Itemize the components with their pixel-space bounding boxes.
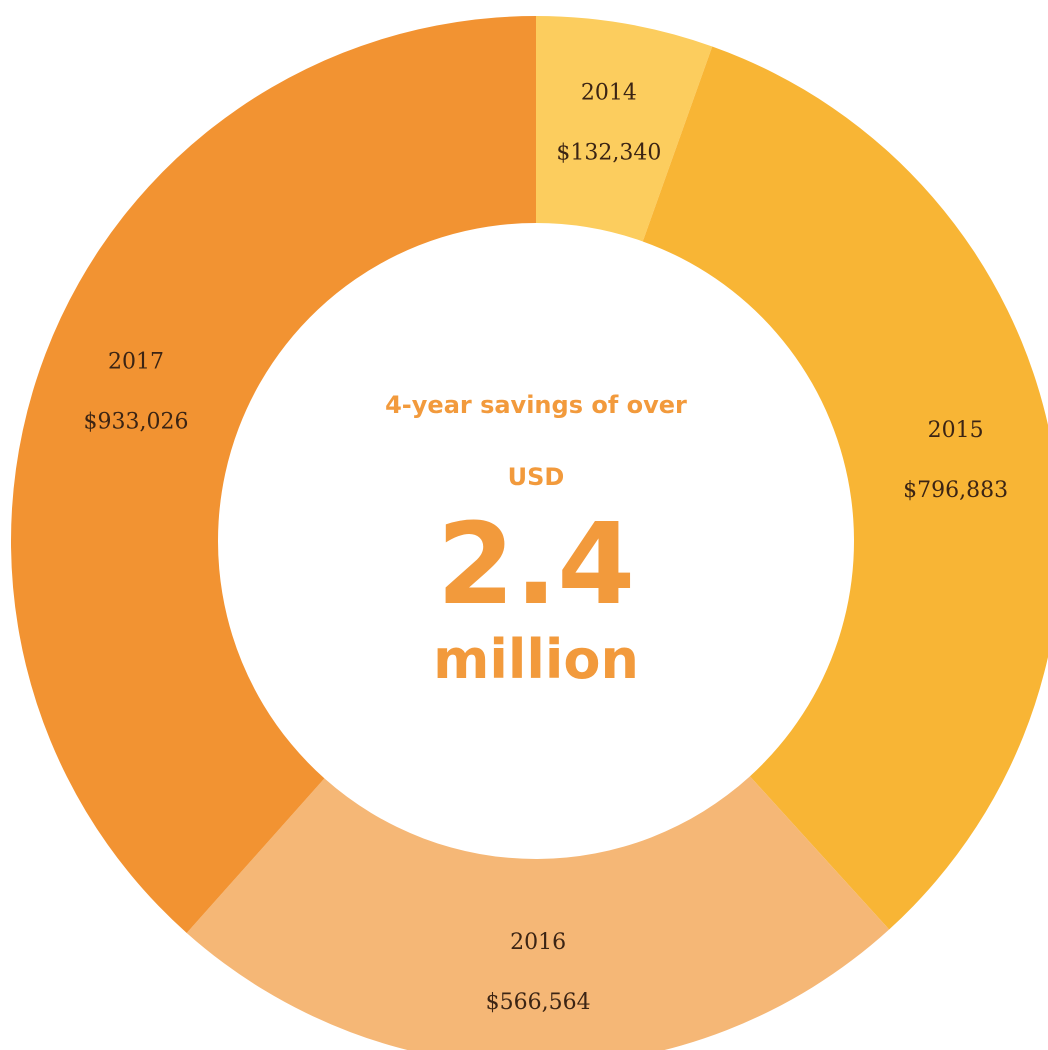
- slice-2016: [186, 776, 890, 1050]
- slice-2015: [642, 46, 1048, 930]
- slice-value-label-2015: $796,883: [903, 478, 1008, 503]
- slice-value-label-2016: $566,564: [486, 990, 591, 1015]
- slice-year-label-2015: 2015: [928, 418, 984, 443]
- slice-value-label-2017: $933,026: [84, 410, 189, 435]
- slice-2014: [536, 16, 713, 242]
- slice-year-label-2017: 2017: [108, 350, 164, 375]
- slice-value-label-2014: $132,340: [556, 140, 661, 165]
- slice-2017: [10, 16, 536, 933]
- center-amount: 2.4: [437, 500, 635, 630]
- slice-labels-group: 2014 $132,340 2015 $796,883 2016 $566,564 2017…: [84, 80, 1009, 1015]
- center-currency: USD: [508, 463, 565, 491]
- slices-group: [10, 16, 1048, 1050]
- center-caption: 4-year savings of over: [385, 391, 687, 419]
- slice-year-label-2016: 2016: [510, 930, 566, 955]
- slice-year-label-2014: 2014: [581, 80, 637, 105]
- center-unit: million: [433, 628, 639, 691]
